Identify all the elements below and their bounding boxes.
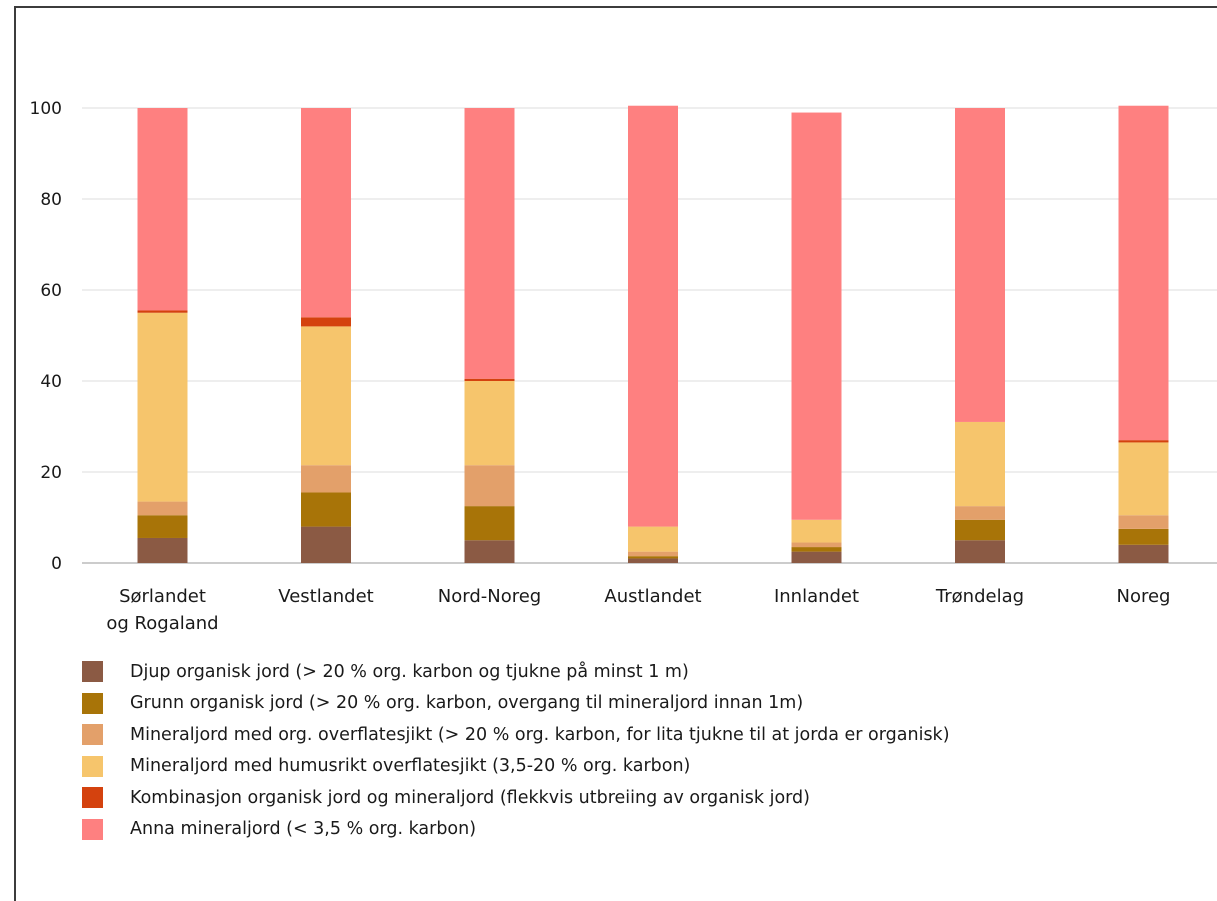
bar-segment (955, 506, 1005, 520)
legend-item: Kombinasjon organisk jord og mineraljord… (82, 782, 950, 814)
bar-segment (301, 492, 351, 527)
y-tick-label: 80 (40, 190, 62, 210)
bar-segment (628, 558, 678, 563)
legend-swatch (82, 724, 103, 746)
bar-segment (301, 465, 351, 493)
bar-segment (955, 108, 1005, 422)
x-tick-label: Nord-Noreg (438, 586, 541, 607)
bar-segment (628, 556, 678, 559)
bar-segment (628, 551, 678, 557)
bar-segment (1118, 440, 1169, 443)
y-tick-label: 20 (40, 463, 62, 483)
bar-segment (464, 381, 515, 466)
bar-segment (137, 501, 188, 516)
legend-swatch (82, 661, 103, 683)
bar-segment (1118, 528, 1169, 545)
bar-segment (301, 108, 351, 318)
bars (137, 105, 1169, 563)
bar-segment (791, 547, 842, 552)
bar-segment (137, 515, 188, 538)
y-tick-label: 60 (40, 281, 62, 301)
bar-segment (1118, 515, 1169, 529)
bar-segment (301, 317, 351, 327)
x-tick-label: Sørlandet og Rogaland (106, 586, 218, 634)
bar-segment (1118, 442, 1169, 516)
legend-label: Kombinasjon organisk jord og mineraljord… (130, 787, 810, 808)
bar-segment (464, 540, 515, 563)
y-tick-label: 100 (30, 99, 62, 119)
legend-item: Djup organisk jord (> 20 % org. karbon o… (82, 656, 950, 688)
bar-segment (137, 310, 188, 313)
x-tick-label-line: Innlandet (774, 586, 859, 607)
bar-segment (464, 506, 515, 541)
x-tick-label: Vestlandet (278, 586, 373, 607)
bar-segment (464, 378, 515, 381)
stacked-bar-chart: 0 20 40 60 80 100 Sørlandet og Rogaland Vestlan… (30, 99, 1217, 634)
legend: Djup organisk jord (> 20 % org. karbon o… (82, 656, 950, 845)
bar-segment (137, 108, 188, 311)
y-axis-ticks: 0 20 40 60 80 100 (30, 99, 62, 574)
bar-segment (955, 540, 1005, 563)
legend-swatch (82, 755, 103, 777)
legend-label: Mineraljord med org. overflatesjikt (> 2… (130, 724, 950, 745)
x-tick-label-line: Nord-Noreg (438, 586, 541, 607)
y-tick-label: 0 (51, 554, 62, 574)
x-tick-label-line: Noreg (1117, 586, 1171, 607)
legend-label: Anna mineraljord (< 3,5 % org. karbon) (130, 819, 477, 840)
bar-segment (464, 108, 515, 379)
legend-label: Djup organisk jord (> 20 % org. karbon o… (130, 661, 689, 682)
bar-segment (791, 112, 842, 520)
x-tick-label: Austlandet (604, 586, 701, 607)
x-tick-label: Noreg (1117, 586, 1171, 607)
bar-segment (791, 519, 842, 543)
legend-swatch (82, 818, 103, 840)
bar-segment (955, 421, 1005, 507)
bar-segment (301, 526, 351, 563)
legend-item: Mineraljord med org. overflatesjikt (> 2… (82, 719, 950, 751)
bar-segment (464, 465, 515, 507)
x-tick-label-line: Trøndelag (935, 586, 1024, 607)
bar-segment (791, 551, 842, 563)
bar-segment (137, 312, 188, 502)
legend-item: Mineraljord med humusrikt overflatesjikt… (82, 751, 950, 783)
bar-segment (628, 526, 678, 552)
legend-item: Grunn organisk jord (> 20 % org. karbon,… (82, 688, 950, 720)
legend-item: Anna mineraljord (< 3,5 % org. karbon) (82, 814, 950, 846)
x-tick-label: Innlandet (774, 586, 859, 607)
x-tick-label: Trøndelag (935, 586, 1024, 607)
bar-segment (1118, 105, 1169, 441)
bar-segment (628, 105, 678, 527)
bar-segment (955, 519, 1005, 541)
x-axis-categories: Sørlandet og Rogaland Vestlandet Nord-Noreg… (106, 586, 1170, 634)
legend-swatch (82, 692, 103, 714)
bar-segment (137, 537, 188, 563)
bar-segment (791, 542, 842, 548)
bar-segment (1118, 544, 1169, 563)
x-tick-label-line: og Rogaland (106, 613, 218, 634)
bar-segment (301, 326, 351, 466)
legend-label: Grunn organisk jord (> 20 % org. karbon,… (130, 693, 804, 714)
legend-swatch (82, 787, 103, 809)
x-tick-label-line: Sørlandet (119, 586, 206, 607)
y-tick-label: 40 (40, 372, 62, 392)
chart-frame (14, 6, 1217, 901)
x-tick-label-line: Austlandet (604, 586, 701, 607)
x-tick-label-line: Vestlandet (278, 586, 373, 607)
legend-label: Mineraljord med humusrikt overflatesjikt… (130, 756, 691, 777)
